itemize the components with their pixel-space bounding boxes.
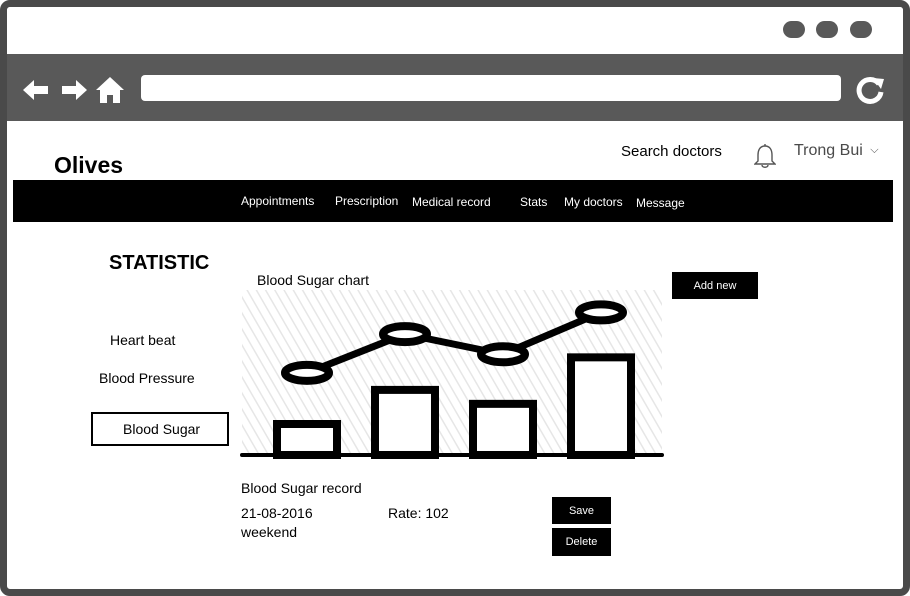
home-icon[interactable] <box>95 75 125 105</box>
sidebar-item-heart-beat[interactable]: Heart beat <box>110 332 176 348</box>
nav-prescription[interactable]: Prescription <box>335 194 399 208</box>
window-control-dot[interactable] <box>783 21 805 38</box>
main-navbar: Appointments Prescription Medical record… <box>13 180 893 222</box>
user-name: Trong Bui <box>794 142 863 159</box>
nav-my-doctors[interactable]: My doctors <box>564 195 623 209</box>
chart-point <box>281 360 333 385</box>
chart-title: Blood Sugar chart <box>257 272 370 288</box>
record-rate: Rate: 102 <box>388 505 449 521</box>
sidebar-item-blood-pressure[interactable]: Blood Pressure <box>99 370 195 386</box>
add-new-button[interactable]: Add new <box>672 272 758 299</box>
record-note: weekend <box>241 524 298 540</box>
record-date: 21-08-2016 <box>241 505 313 521</box>
chart-series-line <box>305 309 603 377</box>
delete-button[interactable]: Delete <box>552 528 611 556</box>
chart-bar <box>273 420 341 459</box>
browser-toolbar <box>7 54 903 121</box>
brand-logo: Olives <box>54 152 124 178</box>
search-doctors-link[interactable]: Search doctors <box>621 143 722 160</box>
back-arrow-icon[interactable] <box>21 75 51 105</box>
record-title: Blood Sugar record <box>241 480 362 496</box>
chart-point <box>477 342 529 367</box>
window-control-dot[interactable] <box>850 21 872 38</box>
bell-icon[interactable] <box>754 143 776 169</box>
chart-point <box>575 300 627 325</box>
address-bar[interactable] <box>141 75 841 101</box>
blood-sugar-chart <box>240 290 664 459</box>
browser-titlebar <box>7 7 903 54</box>
chart-bar <box>567 353 635 459</box>
nav-appointments[interactable]: Appointments <box>241 194 315 208</box>
forward-arrow-icon[interactable] <box>59 75 89 105</box>
chevron-down-icon: ⌵ <box>870 144 879 156</box>
user-menu[interactable]: Trong Bui ⌵ <box>794 142 879 160</box>
window-control-dot[interactable] <box>816 21 838 38</box>
reload-icon[interactable] <box>855 75 885 105</box>
save-button[interactable]: Save <box>552 497 611 524</box>
chart-bar <box>469 399 537 459</box>
sidebar-item-blood-sugar[interactable]: Blood Sugar <box>91 412 229 446</box>
chart-point <box>379 322 431 347</box>
nav-medical-record[interactable]: Medical record <box>412 195 491 209</box>
nav-stats[interactable]: Stats <box>520 195 548 209</box>
page-title: STATISTIC <box>109 252 210 274</box>
chart-bar <box>371 385 439 459</box>
nav-message[interactable]: Message <box>636 196 685 210</box>
